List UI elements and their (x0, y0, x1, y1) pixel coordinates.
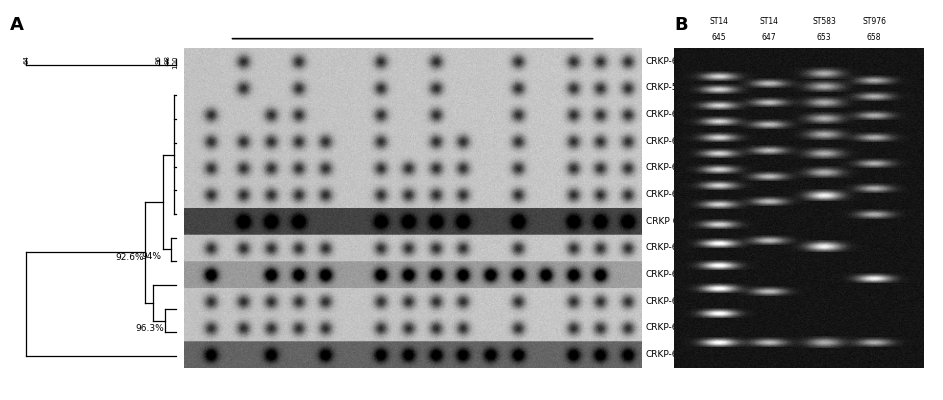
Text: 100: 100 (173, 55, 178, 69)
Text: CRKP-647: CRKP-647 (646, 270, 689, 279)
Text: 645: 645 (712, 33, 726, 42)
Text: CRKP-619: CRKP-619 (646, 110, 690, 119)
Text: 94%: 94% (141, 252, 162, 261)
Text: ST14: ST14 (760, 17, 779, 26)
Text: 98: 98 (164, 55, 171, 64)
Text: CRKP-627: CRKP-627 (646, 244, 689, 252)
Text: CRKP-625: CRKP-625 (646, 190, 689, 199)
Text: 92.6%: 92.6% (115, 253, 143, 262)
Text: 653: 653 (817, 33, 832, 42)
Text: CRKP-617: CRKP-617 (646, 324, 690, 332)
Text: CRKP 654: CRKP 654 (646, 217, 689, 226)
Text: CRKP-624: CRKP-624 (646, 164, 689, 172)
Text: CRKP-608: CRKP-608 (646, 57, 690, 66)
Text: 647: 647 (762, 33, 776, 42)
Text: ST583: ST583 (812, 17, 836, 26)
Text: B: B (674, 16, 687, 34)
Text: ST976: ST976 (862, 17, 886, 26)
Text: CRKP-645: CRKP-645 (646, 350, 689, 359)
Text: CRKP-535: CRKP-535 (646, 84, 690, 92)
Text: 96: 96 (156, 55, 162, 64)
Text: CRKP-620: CRKP-620 (646, 137, 689, 146)
Text: 96.3%: 96.3% (135, 324, 164, 333)
Text: 64: 64 (23, 55, 29, 64)
Text: ST14: ST14 (710, 17, 729, 26)
Text: A: A (9, 16, 24, 34)
Text: CRKP-612: CRKP-612 (646, 297, 689, 306)
Text: 658: 658 (867, 33, 882, 42)
